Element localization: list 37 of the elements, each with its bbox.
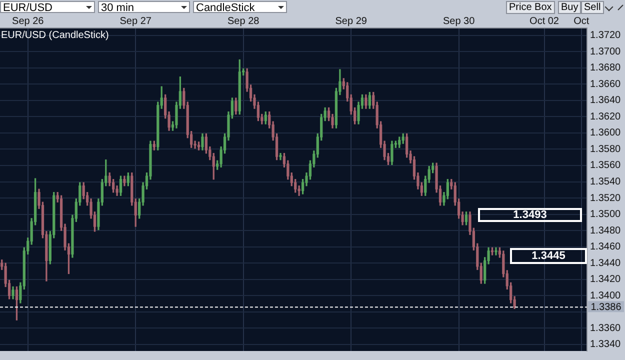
- y-tick-label: 1.3580: [590, 144, 622, 155]
- y-tick-label: 1.3480: [590, 225, 622, 236]
- text: Price Box: [506, 1, 555, 14]
- y-tick-label: 1.3560: [590, 160, 622, 172]
- annotation: 1.3493: [478, 208, 582, 222]
- y-tick-label: 1.3640: [590, 95, 622, 106]
- y-tick-label: 1.3440: [590, 258, 622, 269]
- x-tick-label: Sep 29: [335, 16, 368, 27]
- y-tick-label: 1.3600: [590, 128, 622, 139]
- y-tick-label: 1.3460: [590, 242, 622, 253]
- y-tick-label: 1.3340: [590, 339, 622, 350]
- y-tick-label: 1.3540: [590, 176, 622, 188]
- y-tick-label: 1.3700: [590, 46, 622, 58]
- x-tick-label: Sep 27: [120, 16, 152, 27]
- y-tick-label: 1.3620: [590, 111, 622, 122]
- x-tick-label: Sep 28: [227, 16, 260, 27]
- y-tick-label: 1.3720: [590, 30, 622, 42]
- y-tick-label: 1.3360: [590, 322, 622, 334]
- y-tick-label: 1.3680: [590, 62, 622, 74]
- text: 30 min: [98, 1, 190, 14]
- x-tick-label: Oct: [574, 16, 590, 27]
- ref-line-label: 1.3386: [590, 302, 622, 313]
- y-tick-label: 1.3520: [590, 192, 622, 204]
- text: CandleStick: [193, 1, 287, 14]
- x-tick-label: Sep 26: [12, 16, 44, 27]
- x-tick-label: Sep 30: [442, 16, 476, 27]
- text: EUR/USD: [0, 1, 95, 14]
- y-tick-label: 1.3660: [590, 78, 622, 90]
- y-tick-label: 1.3400: [590, 290, 622, 302]
- annotation: 1.3445: [510, 248, 587, 264]
- candlestick: [494, 247, 498, 256]
- chart-title: EUR/USD (CandleStick): [1, 30, 109, 41]
- x-tick-label: Oct 02: [530, 16, 560, 27]
- text: Buy: [558, 1, 582, 14]
- y-tick-label: 1.3420: [590, 274, 622, 286]
- y-tick-label: 1.3500: [590, 209, 622, 220]
- text: Sell: [581, 1, 604, 14]
